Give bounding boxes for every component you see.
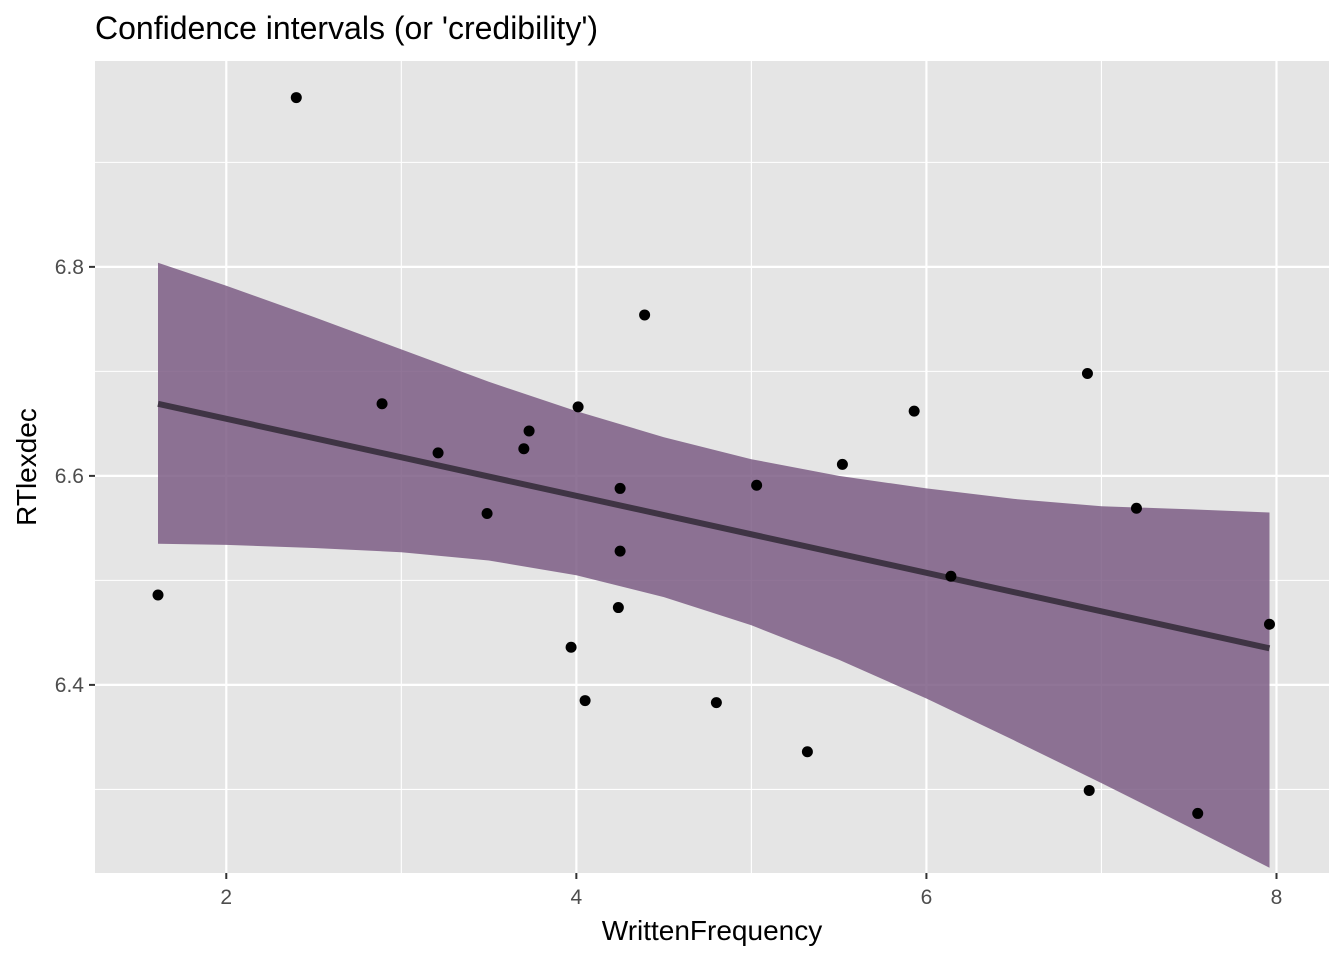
data-point-15: [751, 479, 763, 491]
data-point-3: [432, 447, 444, 459]
data-point-17: [836, 458, 848, 470]
data-point-21: [1083, 784, 1095, 796]
data-point-7: [565, 641, 577, 653]
data-point-16: [801, 746, 813, 758]
data-point-2: [376, 398, 388, 410]
data-point-20: [1081, 367, 1093, 379]
data-point-10: [612, 602, 624, 614]
y-axis-ticks: 6.4 6.6 6.8: [55, 256, 95, 697]
x-axis-title: WrittenFrequency: [602, 915, 822, 946]
y-tick-label-1: 6.6: [55, 465, 84, 488]
y-axis-title: RTlexdec: [11, 408, 42, 526]
data-point-22: [1130, 502, 1142, 514]
data-point-8: [572, 401, 584, 413]
x-tick-label-0: 2: [220, 886, 232, 909]
y-tick-label-0: 6.4: [55, 674, 85, 697]
data-point-19: [945, 570, 957, 582]
chart-title: Confidence intervals (or 'credibility'): [95, 10, 598, 46]
data-point-5: [518, 443, 530, 455]
data-point-4: [481, 508, 493, 520]
x-axis-ticks: 2 4 6 8: [220, 873, 1282, 909]
x-tick-label-2: 6: [921, 886, 933, 909]
data-points: [152, 92, 1275, 819]
data-point-6: [523, 425, 535, 437]
data-point-12: [614, 482, 626, 494]
data-point-11: [614, 545, 626, 557]
regression-line: [157, 400, 1271, 652]
y-tick-label-2: 6.8: [55, 256, 84, 279]
data-point-13: [639, 309, 651, 321]
data-point-23: [1192, 807, 1204, 819]
x-tick-label-1: 4: [571, 886, 583, 909]
confidence-band: [158, 262, 1270, 868]
data-point-14: [710, 697, 722, 709]
data-point-18: [908, 405, 920, 417]
data-point-9: [579, 695, 591, 707]
data-point-0: [152, 589, 164, 601]
data-point-24: [1263, 618, 1275, 630]
x-tick-label-3: 8: [1271, 886, 1283, 909]
data-point-1: [290, 92, 302, 104]
